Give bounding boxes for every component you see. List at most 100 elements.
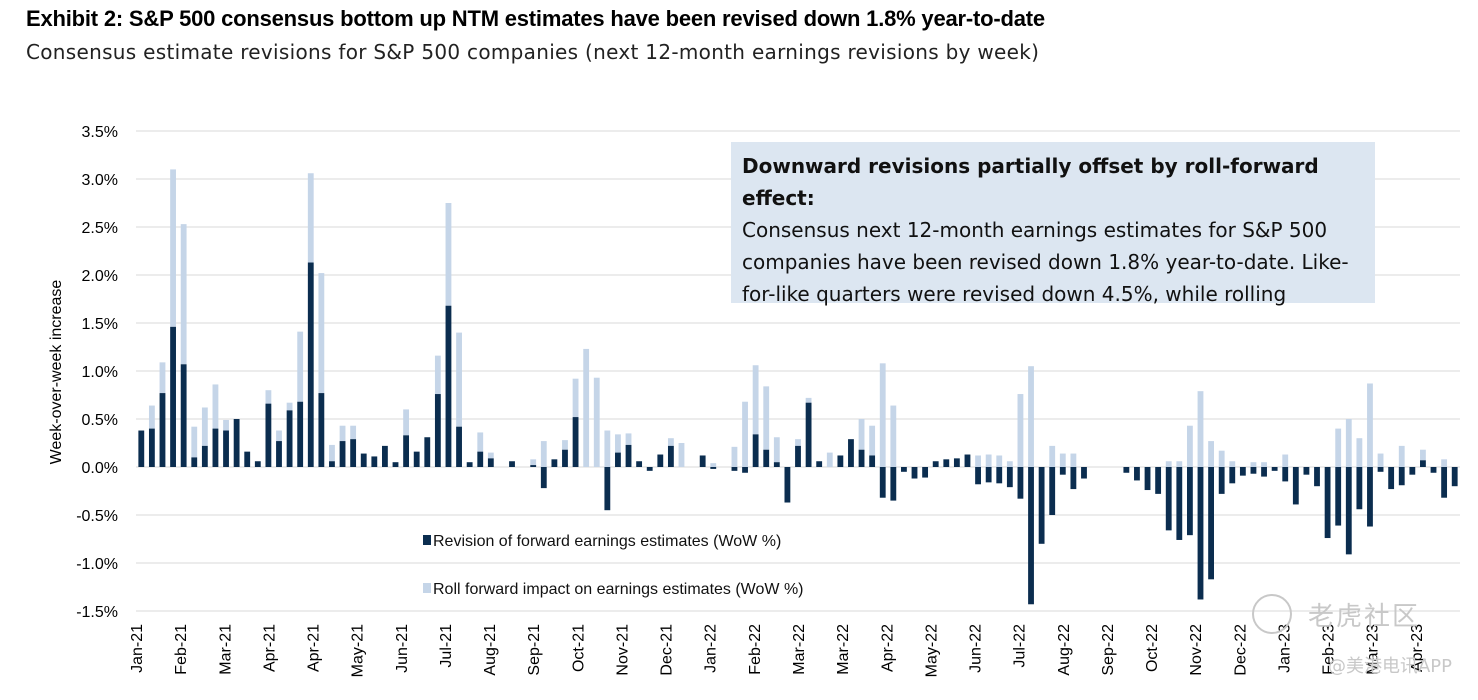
x-tick-label: Jan-22 — [703, 624, 720, 673]
bar-revision — [1314, 467, 1320, 487]
bar-revision — [1049, 467, 1056, 515]
bar-revision — [1356, 467, 1363, 510]
bar-revision — [318, 393, 325, 467]
bar-roll-forward — [763, 386, 770, 450]
bar-roll-forward — [1261, 462, 1267, 467]
bar-roll-forward — [1218, 450, 1225, 467]
bar-revision — [773, 462, 780, 467]
x-tick-label: Apr-23 — [1409, 624, 1426, 672]
bar-revision — [996, 467, 1003, 484]
bar-roll-forward — [572, 378, 579, 418]
bar-revision — [837, 455, 844, 467]
bar-roll-forward — [1345, 419, 1352, 467]
bar-roll-forward — [1229, 461, 1236, 467]
x-tick-label: Mar-23 — [1365, 624, 1382, 675]
bar-roll-forward — [180, 224, 187, 365]
bar-roll-forward — [985, 454, 992, 467]
bar-revision — [1208, 467, 1215, 580]
bar-roll-forward — [170, 169, 176, 327]
x-tick-label: Nov-21 — [614, 624, 631, 676]
bar-revision — [667, 445, 674, 467]
y-tick-label: 1.0% — [82, 364, 118, 381]
bar-revision — [1176, 467, 1183, 540]
bar-revision — [159, 393, 166, 467]
bar-roll-forward — [795, 439, 801, 446]
bar-revision — [466, 462, 473, 467]
bar-revision — [445, 305, 452, 467]
y-axis-label: Week-over-week increase — [48, 280, 65, 465]
bar-roll-forward — [1377, 453, 1384, 467]
x-tick-label: Dec-21 — [659, 624, 676, 676]
legend: Revision of forward earnings estimates (… — [423, 533, 804, 598]
bar-revision — [1165, 467, 1172, 531]
x-tick-label: Mar-22 — [835, 624, 852, 675]
bar-revision — [1134, 467, 1140, 481]
bar-revision — [276, 441, 282, 467]
bar-revision — [392, 462, 399, 467]
x-tick-label: Jun-21 — [394, 624, 411, 673]
legend-swatch-roll-forward — [423, 583, 431, 593]
bar-revision — [201, 445, 208, 467]
x-tick-label: Apr-22 — [879, 624, 896, 672]
y-tick-label: 3.5% — [82, 124, 118, 141]
bar-roll-forward — [487, 452, 494, 459]
x-tick-label: May-21 — [350, 624, 367, 677]
bar-revision — [509, 461, 515, 467]
bar-roll-forward — [593, 377, 600, 467]
bar-roll-forward — [1006, 461, 1013, 467]
bar-revision — [456, 426, 462, 467]
bar-roll-forward — [223, 419, 229, 431]
bar-roll-forward — [403, 409, 410, 436]
bar-roll-forward — [339, 425, 346, 442]
bar-revision — [1430, 467, 1437, 473]
bar-revision — [1017, 467, 1024, 499]
bar-revision — [636, 461, 643, 467]
bar-series — [138, 169, 1458, 605]
annotation-box: Downward revisions partially offset by r… — [731, 142, 1375, 306]
bar-revision — [615, 452, 621, 467]
bar-revision — [530, 465, 537, 467]
bar-revision — [879, 467, 886, 498]
x-tick-label: Feb-22 — [747, 624, 764, 675]
bar-roll-forward — [1017, 394, 1024, 467]
watermark-text: 老虎社区 — [1307, 602, 1420, 632]
bar-revision — [170, 326, 176, 467]
bar-revision — [297, 401, 304, 467]
bar-revision — [212, 428, 219, 467]
bar-revision — [1250, 467, 1257, 474]
bar-roll-forward — [615, 434, 621, 453]
x-tick-label: Apr-21 — [306, 624, 323, 672]
bar-revision — [477, 451, 484, 467]
bar-revision — [191, 457, 198, 467]
x-axis-tick-labels: Jan-21 Feb-21 Mar-21 Apr-21 Apr-21 May-21 Jun-… — [129, 624, 1426, 677]
bar-revision — [901, 467, 907, 472]
bar-revision — [1155, 467, 1162, 494]
bar-revision — [1144, 467, 1151, 491]
bar-revision — [1271, 467, 1278, 471]
x-tick-label: Apr-21 — [261, 624, 278, 672]
bar-roll-forward — [1367, 383, 1373, 467]
bar-revision — [562, 449, 568, 467]
bar-roll-forward — [297, 331, 304, 402]
bar-revision — [1451, 467, 1458, 487]
bar-revision — [551, 459, 558, 467]
bar-revision — [932, 461, 939, 467]
bar-revision — [350, 439, 357, 467]
bar-roll-forward — [350, 425, 357, 440]
bar-roll-forward — [1420, 449, 1426, 461]
bar-roll-forward — [530, 459, 537, 466]
bar-revision — [233, 419, 240, 467]
bar-roll-forward — [159, 362, 166, 394]
bar-roll-forward — [731, 446, 738, 467]
bar-revision — [922, 467, 929, 478]
bar-revision — [244, 451, 251, 467]
bar-revision — [434, 394, 441, 467]
bar-revision — [858, 449, 865, 467]
bar-roll-forward — [975, 455, 981, 467]
bar-revision — [805, 402, 812, 467]
bar-revision — [657, 454, 664, 467]
bar-revision — [1345, 467, 1352, 555]
bar-revision — [752, 434, 759, 467]
bar-revision — [180, 364, 187, 467]
bar-roll-forward — [1165, 461, 1172, 467]
